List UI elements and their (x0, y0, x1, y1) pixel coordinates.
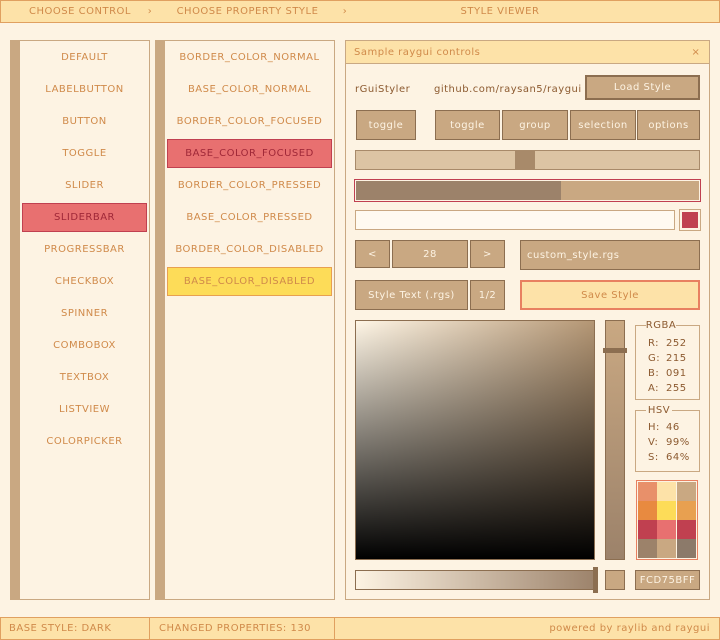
hsv-label: S: (648, 451, 659, 463)
palette-swatch[interactable] (676, 520, 696, 539)
separator: › (342, 6, 348, 17)
rgba-value: 252 (666, 337, 687, 349)
color-panel[interactable] (355, 320, 595, 560)
toggle-group-item[interactable]: options (637, 110, 700, 140)
step[interactable]: CHOOSE CONTROL (29, 6, 131, 17)
property-item[interactable]: BASE_COLOR_FOCUSED (167, 139, 332, 168)
load-button[interactable]: Load Style (585, 75, 700, 100)
hsv-label: H: (648, 421, 660, 433)
control-item[interactable]: CHECKBOX (54, 276, 115, 287)
rgba-value: 255 (666, 382, 687, 394)
separator: › (147, 6, 153, 17)
control-item[interactable]: SPINNER (60, 308, 109, 319)
hue-thumb (603, 348, 627, 353)
palette-swatch[interactable] (676, 501, 696, 520)
page-button[interactable]: 1/2 (470, 280, 505, 310)
progressbar (354, 179, 701, 202)
scrollbar (155, 40, 165, 600)
control-item[interactable]: PROGRESSBAR (44, 244, 125, 255)
hsv-label: V: (648, 436, 659, 448)
palette-swatch[interactable] (676, 482, 696, 501)
control-item[interactable]: DEFAULT (61, 52, 108, 63)
scrollbar (10, 40, 20, 600)
control-item[interactable]: COMBOBOX (53, 340, 116, 351)
style-text-button[interactable]: Style Text (.rgs) (355, 280, 468, 310)
status: powered by raylib and raygui (549, 623, 710, 634)
color-swatch (679, 209, 701, 231)
spinner-next[interactable]: > (470, 240, 505, 268)
hsv-value: 64% (666, 451, 690, 463)
close-button[interactable]: × (691, 46, 701, 58)
alpha-thumb (593, 567, 598, 593)
property-item[interactable]: BORDER_COLOR_DISABLED (175, 244, 324, 255)
step[interactable]: CHOOSE PROPERTY STYLE (176, 6, 319, 17)
control-item[interactable]: LABELBUTTON (45, 84, 124, 95)
label: rGuiStyler (355, 83, 411, 95)
window-header (345, 40, 710, 64)
property-item[interactable]: BORDER_COLOR_FOCUSED (176, 116, 323, 127)
color-preview (605, 570, 625, 590)
group-title: RGBA (645, 319, 677, 331)
rgba-value: 091 (666, 367, 687, 379)
filename-box[interactable]: custom_style.rgs (520, 240, 700, 270)
progress-track (561, 181, 699, 200)
control-item[interactable]: TOGGLE (62, 148, 107, 159)
palette-swatch[interactable] (638, 520, 657, 539)
alpha-bar[interactable] (355, 570, 598, 590)
palette-swatch[interactable] (638, 501, 657, 520)
spinner-value[interactable]: 28 (392, 240, 468, 268)
textbox[interactable] (355, 210, 675, 230)
hsv-value: 46 (666, 421, 680, 433)
step[interactable]: STYLE VIEWER (460, 6, 540, 17)
group-title: HSV (646, 404, 672, 416)
hsv-value: 99% (666, 436, 690, 448)
rgba-label: R: (648, 337, 660, 349)
control-item[interactable]: SLIDERBAR (22, 203, 147, 232)
palette-swatch[interactable] (657, 539, 677, 558)
palette-swatch[interactable] (657, 501, 677, 520)
palette (636, 480, 698, 560)
control-item[interactable]: LISTVIEW (59, 404, 110, 415)
palette-swatch[interactable] (657, 482, 677, 501)
slider-thumb (515, 150, 535, 170)
property-item[interactable]: BORDER_COLOR_NORMAL (179, 52, 320, 63)
toggle-group-item[interactable]: toggle (435, 110, 500, 140)
status: BASE STYLE: DARK (0, 617, 150, 640)
rgba-label: G: (648, 352, 661, 364)
hex-box[interactable]: FCD75BFF (635, 570, 700, 590)
toggle[interactable]: toggle (356, 110, 416, 140)
save-button[interactable]: Save Style (520, 280, 700, 310)
palette-swatch[interactable] (638, 539, 657, 558)
palette-swatch[interactable] (638, 482, 657, 501)
window-title: Sample raygui controls (354, 46, 481, 58)
hue-bar[interactable] (605, 320, 625, 560)
status: CHANGED PROPERTIES: 130 (150, 617, 335, 640)
rgba-label: B: (648, 367, 660, 379)
palette-swatch[interactable] (657, 520, 677, 539)
toggle-group-item[interactable]: group (502, 110, 568, 140)
toggle-group-item[interactable]: selection (570, 110, 636, 140)
rgba-label: A: (648, 382, 660, 394)
property-item[interactable]: BASE_COLOR_PRESSED (186, 212, 313, 223)
palette-swatch[interactable] (676, 539, 696, 558)
control-item[interactable]: SLIDER (65, 180, 104, 191)
link[interactable]: github.com/raysan5/raygui (434, 83, 582, 95)
property-item[interactable]: BORDER_COLOR_PRESSED (177, 180, 322, 191)
spinner-prev[interactable]: < (355, 240, 390, 268)
progress-fill (356, 181, 561, 200)
control-item[interactable]: COLORPICKER (46, 436, 123, 447)
rgba-value: 215 (666, 352, 687, 364)
property-item[interactable]: BASE_COLOR_DISABLED (167, 267, 332, 296)
property-item[interactable]: BASE_COLOR_NORMAL (187, 84, 312, 95)
control-item[interactable]: TEXTBOX (59, 372, 110, 383)
control-item[interactable]: BUTTON (62, 116, 107, 127)
